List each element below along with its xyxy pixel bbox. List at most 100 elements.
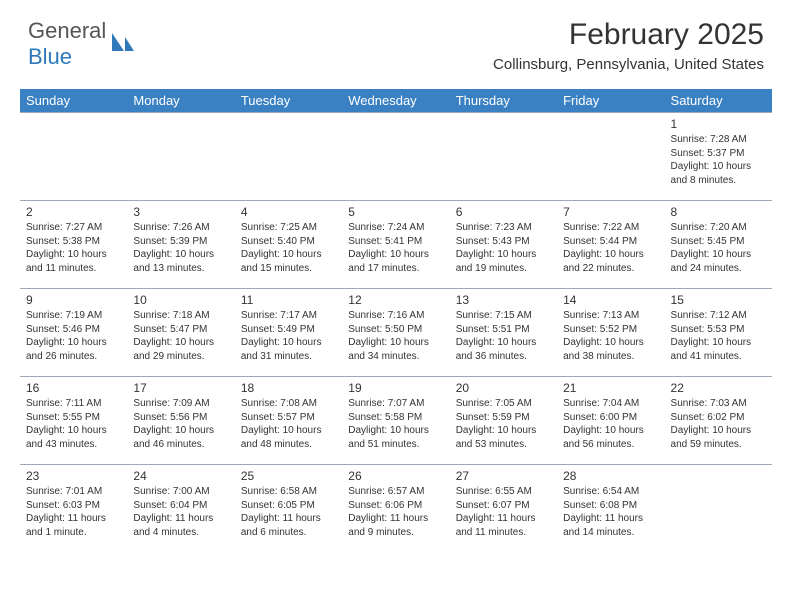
day-number: 24 (133, 468, 228, 484)
sunrise-line: Sunrise: 7:08 AM (241, 397, 336, 411)
location-subtitle: Collinsburg, Pennsylvania, United States (493, 56, 764, 73)
sunset-line: Sunset: 5:46 PM (26, 323, 121, 337)
sunrise-line: Sunrise: 7:28 AM (671, 133, 766, 147)
daylight-line: Daylight: 11 hours and 11 minutes. (456, 512, 551, 539)
page-header: General Blue February 2025 Collinsburg, … (0, 0, 792, 79)
calendar-week-row: 16Sunrise: 7:11 AMSunset: 5:55 PMDayligh… (20, 377, 772, 465)
calendar-day-cell: 20Sunrise: 7:05 AMSunset: 5:59 PMDayligh… (450, 377, 557, 465)
daylight-line: Daylight: 11 hours and 9 minutes. (348, 512, 443, 539)
day-number: 15 (671, 292, 766, 308)
sunrise-line: Sunrise: 7:00 AM (133, 485, 228, 499)
daylight-line: Daylight: 11 hours and 6 minutes. (241, 512, 336, 539)
sunrise-line: Sunrise: 6:58 AM (241, 485, 336, 499)
calendar-day-cell: 19Sunrise: 7:07 AMSunset: 5:58 PMDayligh… (342, 377, 449, 465)
sunset-line: Sunset: 5:51 PM (456, 323, 551, 337)
weekday-header: Tuesday (235, 89, 342, 113)
sunset-line: Sunset: 5:52 PM (563, 323, 658, 337)
calendar-empty-cell (450, 113, 557, 201)
sunset-line: Sunset: 6:05 PM (241, 499, 336, 513)
day-number: 23 (26, 468, 121, 484)
sunset-line: Sunset: 5:38 PM (26, 235, 121, 249)
sunset-line: Sunset: 6:00 PM (563, 411, 658, 425)
day-number: 17 (133, 380, 228, 396)
calendar-day-cell: 6Sunrise: 7:23 AMSunset: 5:43 PMDaylight… (450, 201, 557, 289)
calendar-day-cell: 15Sunrise: 7:12 AMSunset: 5:53 PMDayligh… (665, 289, 772, 377)
sunrise-line: Sunrise: 7:03 AM (671, 397, 766, 411)
calendar-week-row: 9Sunrise: 7:19 AMSunset: 5:46 PM Daylight… (20, 289, 772, 377)
sunset-line: Sunset: 5:57 PM (241, 411, 336, 425)
day-number: 6 (456, 204, 551, 220)
sunrise-line: Sunrise: 7:18 AM (133, 309, 228, 323)
sunset-line: Sunset: 5:37 PM (671, 147, 766, 161)
daylight-line: Daylight: 10 hours and 48 minutes. (241, 424, 336, 451)
day-number: 3 (133, 204, 228, 220)
calendar-day-cell: 16Sunrise: 7:11 AMSunset: 5:55 PMDayligh… (20, 377, 127, 465)
weekday-header: Friday (557, 89, 664, 113)
calendar-day-cell: 22Sunrise: 7:03 AMSunset: 6:02 PMDayligh… (665, 377, 772, 465)
sunrise-line: Sunrise: 6:55 AM (456, 485, 551, 499)
sunrise-line: Sunrise: 7:19 AM (26, 309, 121, 323)
calendar-week-row: 1Sunrise: 7:28 AMSunset: 5:37 PMDaylight… (20, 113, 772, 201)
calendar-day-cell: 9Sunrise: 7:19 AMSunset: 5:46 PMDaylight… (20, 289, 127, 377)
day-number: 5 (348, 204, 443, 220)
day-number: 4 (241, 204, 336, 220)
calendar-table: SundayMondayTuesdayWednesdayThursdayFrid… (20, 89, 772, 553)
calendar-day-cell: 8Sunrise: 7:20 AMSunset: 5:45 PMDaylight… (665, 201, 772, 289)
sunset-line: Sunset: 5:59 PM (456, 411, 551, 425)
daylight-line: Daylight: 10 hours and 53 minutes. (456, 424, 551, 451)
sunset-line: Sunset: 5:41 PM (348, 235, 443, 249)
sunrise-line: Sunrise: 7:15 AM (456, 309, 551, 323)
brand-part1: General (28, 18, 106, 43)
day-number: 21 (563, 380, 658, 396)
brand-part2: Blue (28, 44, 72, 69)
calendar-day-cell: 26Sunrise: 6:57 AMSunset: 6:06 PMDayligh… (342, 465, 449, 553)
daylight-line: Daylight: 10 hours and 19 minutes. (456, 248, 551, 275)
day-number: 8 (671, 204, 766, 220)
calendar-day-cell: 25Sunrise: 6:58 AMSunset: 6:05 PMDayligh… (235, 465, 342, 553)
calendar-week-row: 2Sunrise: 7:27 AMSunset: 5:38 PMDaylight… (20, 201, 772, 289)
day-number: 12 (348, 292, 443, 308)
sunrise-line: Sunrise: 7:25 AM (241, 221, 336, 235)
calendar-day-cell: 7Sunrise: 7:22 AMSunset: 5:44 PMDaylight… (557, 201, 664, 289)
daylight-line: Daylight: 10 hours and 8 minutes. (671, 160, 766, 187)
calendar-day-cell: 21Sunrise: 7:04 AMSunset: 6:00 PMDayligh… (557, 377, 664, 465)
daylight-line: Daylight: 10 hours and 43 minutes. (26, 424, 121, 451)
calendar-day-cell: 12Sunrise: 7:16 AMSunset: 5:50 PMDayligh… (342, 289, 449, 377)
sunset-line: Sunset: 5:45 PM (671, 235, 766, 249)
day-number: 20 (456, 380, 551, 396)
calendar-head: SundayMondayTuesdayWednesdayThursdayFrid… (20, 89, 772, 113)
sunset-line: Sunset: 6:07 PM (456, 499, 551, 513)
sunrise-line: Sunrise: 7:12 AM (671, 309, 766, 323)
sunset-line: Sunset: 5:49 PM (241, 323, 336, 337)
sunrise-line: Sunrise: 7:22 AM (563, 221, 658, 235)
daylight-line: Daylight: 10 hours and 22 minutes. (563, 248, 658, 275)
daylight-line: Daylight: 10 hours and 29 minutes. (133, 336, 228, 363)
sunrise-line: Sunrise: 7:11 AM (26, 397, 121, 411)
daylight-line: Daylight: 10 hours and 46 minutes. (133, 424, 228, 451)
calendar-empty-cell (557, 113, 664, 201)
sunrise-line: Sunrise: 7:13 AM (563, 309, 658, 323)
sunset-line: Sunset: 5:50 PM (348, 323, 443, 337)
day-number: 9 (26, 292, 121, 308)
sunrise-line: Sunrise: 7:09 AM (133, 397, 228, 411)
calendar-day-cell: 4Sunrise: 7:25 AMSunset: 5:40 PMDaylight… (235, 201, 342, 289)
sunset-line: Sunset: 5:47 PM (133, 323, 228, 337)
sunrise-line: Sunrise: 7:05 AM (456, 397, 551, 411)
month-title: February 2025 (493, 18, 764, 52)
calendar-empty-cell (235, 113, 342, 201)
day-number: 18 (241, 380, 336, 396)
day-number: 19 (348, 380, 443, 396)
sunset-line: Sunset: 6:03 PM (26, 499, 121, 513)
calendar-empty-cell (665, 465, 772, 553)
calendar-day-cell: 1Sunrise: 7:28 AMSunset: 5:37 PMDaylight… (665, 113, 772, 201)
weekday-header: Saturday (665, 89, 772, 113)
weekday-header: Monday (127, 89, 234, 113)
calendar-day-cell: 27Sunrise: 6:55 AMSunset: 6:07 PMDayligh… (450, 465, 557, 553)
sunset-line: Sunset: 6:06 PM (348, 499, 443, 513)
daylight-line: Daylight: 10 hours and 56 minutes. (563, 424, 658, 451)
day-number: 10 (133, 292, 228, 308)
daylight-line: Daylight: 10 hours and 59 minutes. (671, 424, 766, 451)
daylight-line: Daylight: 10 hours and 11 minutes. (26, 248, 121, 275)
calendar-day-cell: 18Sunrise: 7:08 AMSunset: 5:57 PMDayligh… (235, 377, 342, 465)
sunset-line: Sunset: 6:04 PM (133, 499, 228, 513)
